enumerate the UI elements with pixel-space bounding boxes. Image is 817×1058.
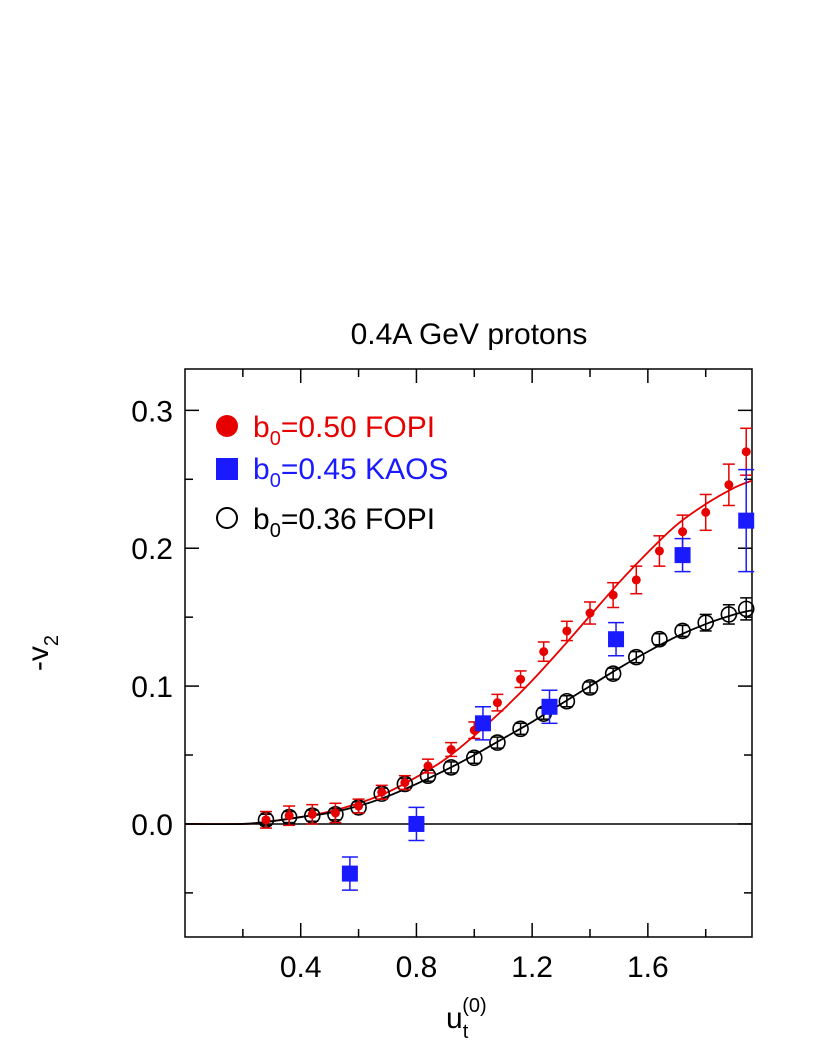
data-point-fopi-036: [512, 720, 529, 738]
legend-marker-kaos-045: [216, 458, 238, 480]
data-point-fopi-050: [261, 815, 271, 825]
x-tick-label: 0.4: [280, 951, 322, 984]
data-point-fopi-036: [465, 749, 483, 767]
legend-marker-fopi-036: [216, 507, 238, 529]
data-point-kaos-045: [541, 698, 558, 715]
legend: b0=0.50 FOPI b0=0.45 KAOS b0=0.36 FOPI: [216, 411, 448, 542]
data-point-fopi-036: [737, 600, 755, 618]
data-point-fopi-050: [307, 809, 317, 819]
data-point-fopi-050: [539, 647, 549, 657]
legend-label-kaos-045: b0=0.45 KAOS: [253, 453, 448, 492]
y-axis-label-base: -v: [22, 646, 55, 671]
data-point-fopi-036: [651, 630, 668, 648]
x-axis-label: ut (0): [446, 995, 487, 1043]
data-point-fopi-036: [720, 606, 738, 623]
data-point-fopi-050: [585, 608, 595, 618]
data-point-fopi-036: [604, 665, 622, 682]
data-point-fopi-050: [701, 507, 711, 517]
data-point-fopi-036: [697, 614, 715, 631]
data-point-fopi-036: [581, 679, 599, 696]
data-point-fopi-050: [377, 787, 387, 797]
y-axis-label-sub: 2: [41, 635, 63, 646]
x-tick-label: 1.2: [511, 951, 553, 984]
plot-frame: [184, 368, 753, 938]
data-point-fopi-050: [284, 811, 294, 821]
data-point-fopi-036: [442, 759, 460, 776]
data-point-fopi-036: [627, 648, 645, 666]
data-point-fopi-050: [492, 698, 502, 708]
data-point-kaos-045: [674, 547, 691, 564]
data-point-fopi-036: [489, 734, 506, 751]
data-point-fopi-050: [330, 808, 340, 818]
data-point-kaos-045: [608, 631, 625, 648]
data-point-kaos-045: [341, 865, 358, 882]
x-tick-label: 0.8: [396, 951, 438, 984]
data-point-fopi-050: [724, 480, 734, 490]
x-axis-label-base: u: [446, 1002, 463, 1035]
data-point-fopi-050: [446, 745, 456, 755]
data-markers: [257, 427, 755, 891]
legend-label-fopi-036: b0=0.36 FOPI: [253, 503, 435, 542]
data-point-fopi-050: [400, 778, 410, 788]
y-tick-label: 0.2: [131, 533, 173, 566]
legend-marker-fopi-050: [216, 415, 238, 437]
data-point-kaos-045: [408, 815, 425, 832]
data-point-fopi-050: [562, 626, 572, 636]
data-point-fopi-050: [423, 761, 433, 771]
data-point-fopi-050: [741, 447, 751, 457]
data-point-fopi-036: [674, 622, 691, 640]
data-point-fopi-050: [631, 575, 641, 585]
data-point-fopi-050: [608, 590, 618, 600]
x-axis-label-sup: (0): [462, 995, 486, 1017]
data-point-fopi-050: [654, 546, 664, 556]
data-point-kaos-045: [738, 512, 755, 529]
data-point-kaos-045: [474, 715, 491, 732]
fit-curve: [184, 609, 753, 826]
data-point-fopi-050: [678, 527, 688, 537]
data-point-fopi-050: [354, 801, 364, 811]
x-tick-label: 1.6: [627, 951, 669, 984]
axes-ticks: 0.4 0.8 1.2 1.6 0.0 0.1 0.2 0.3: [131, 369, 752, 984]
y-tick-label: 0.1: [131, 671, 173, 704]
y-tick-label: 0.3: [131, 395, 173, 428]
chart-title: 0.4A GeV protons: [351, 318, 588, 351]
legend-label-fopi-050: b0=0.50 FOPI: [253, 411, 435, 450]
data-point-fopi-050: [516, 674, 526, 684]
data-point-fopi-036: [558, 692, 576, 710]
x-axis-label-sub: t: [463, 1021, 469, 1043]
y-axis-label: -v2: [22, 635, 63, 671]
y-tick-label: 0.0: [131, 809, 173, 842]
